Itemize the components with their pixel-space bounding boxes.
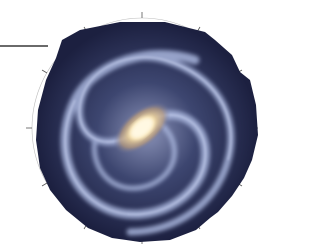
- galaxy-map: [0, 0, 274, 252]
